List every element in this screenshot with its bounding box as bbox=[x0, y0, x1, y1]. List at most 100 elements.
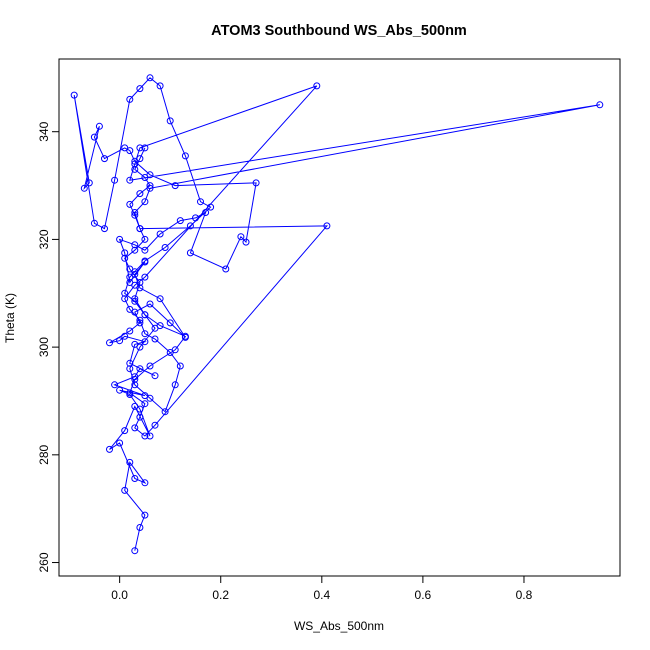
data-point bbox=[156, 230, 164, 238]
data-point bbox=[131, 547, 139, 555]
data-point bbox=[181, 332, 189, 340]
data-point bbox=[131, 381, 139, 389]
data-point bbox=[146, 182, 154, 190]
data-point bbox=[151, 372, 159, 380]
data-point bbox=[171, 182, 179, 190]
data-point bbox=[596, 101, 604, 109]
data-point bbox=[131, 297, 139, 305]
data-point bbox=[131, 160, 139, 168]
data-point bbox=[146, 300, 154, 308]
data-point bbox=[141, 235, 149, 243]
data-point bbox=[126, 265, 134, 273]
y-tick-label: 280 bbox=[37, 444, 51, 464]
data-point bbox=[141, 273, 149, 281]
data-point bbox=[126, 359, 134, 367]
data-point bbox=[111, 381, 119, 389]
data-point bbox=[90, 133, 98, 141]
data-point bbox=[126, 95, 134, 103]
data-point bbox=[151, 421, 159, 429]
series-line bbox=[73, 77, 600, 551]
data-point bbox=[131, 211, 139, 219]
data-point bbox=[126, 176, 134, 184]
data-point bbox=[116, 235, 124, 243]
x-axis-label: WS_Abs_500nm bbox=[294, 619, 384, 633]
data-point bbox=[176, 217, 184, 225]
data-point bbox=[136, 279, 144, 286]
y-tick-label: 320 bbox=[37, 229, 51, 249]
data-point bbox=[121, 332, 129, 340]
data-point bbox=[136, 316, 144, 324]
data-point bbox=[70, 91, 78, 99]
x-tick-label: 0.6 bbox=[415, 588, 432, 602]
data-point bbox=[252, 179, 260, 187]
data-point bbox=[313, 82, 321, 90]
data-point bbox=[131, 241, 139, 249]
y-tick-label: 300 bbox=[37, 337, 51, 357]
data-point bbox=[121, 486, 129, 494]
data-point bbox=[121, 427, 129, 435]
data-point bbox=[141, 311, 149, 319]
data-point bbox=[131, 165, 139, 173]
data-point bbox=[126, 305, 134, 313]
data-point bbox=[237, 233, 245, 241]
data-point bbox=[136, 85, 144, 93]
data-point bbox=[207, 203, 215, 211]
data-point bbox=[141, 174, 149, 181]
data-point bbox=[136, 319, 144, 327]
data-point bbox=[242, 238, 250, 246]
data-point bbox=[126, 200, 134, 208]
data-point bbox=[146, 362, 154, 370]
data-point bbox=[121, 295, 129, 303]
data-point bbox=[186, 222, 194, 230]
data-point bbox=[131, 209, 139, 216]
data-point bbox=[186, 249, 194, 257]
data-point bbox=[141, 198, 149, 206]
data-point bbox=[131, 246, 139, 254]
data-point bbox=[136, 190, 144, 198]
data-point bbox=[126, 389, 134, 397]
data-point bbox=[181, 152, 189, 160]
data-point bbox=[121, 254, 129, 262]
data-point bbox=[161, 408, 169, 416]
data-point bbox=[121, 144, 129, 152]
chart-title: ATOM3 Southbound WS_Abs_500nm bbox=[211, 23, 467, 39]
data-point bbox=[136, 155, 144, 163]
data-point bbox=[85, 179, 93, 187]
data-point bbox=[136, 524, 144, 531]
x-axis: 0.0 0.2 0.4 0.6 0.8 bbox=[111, 575, 533, 602]
data-point bbox=[141, 338, 149, 346]
data-point bbox=[156, 82, 164, 90]
data-point bbox=[151, 335, 159, 343]
y-axis: 260 280 300 320 340 bbox=[37, 121, 60, 573]
data-point bbox=[146, 74, 154, 82]
data-point bbox=[202, 209, 210, 216]
data-point bbox=[106, 339, 113, 347]
x-tick-label: 0.4 bbox=[313, 588, 330, 602]
data-point bbox=[101, 225, 108, 233]
data-point bbox=[156, 295, 164, 303]
data-point bbox=[176, 362, 184, 370]
data-point bbox=[131, 475, 139, 482]
data-point bbox=[126, 365, 134, 373]
data-point bbox=[146, 432, 154, 440]
data-point bbox=[161, 244, 169, 251]
data-point bbox=[116, 337, 124, 345]
data-point bbox=[141, 330, 149, 338]
y-tick-label: 260 bbox=[37, 552, 51, 572]
data-point bbox=[131, 295, 139, 303]
data-point bbox=[131, 373, 139, 381]
data-point bbox=[136, 413, 144, 421]
data-point bbox=[126, 458, 134, 466]
data-point bbox=[116, 386, 124, 394]
data-point bbox=[121, 249, 129, 257]
data-point bbox=[146, 394, 154, 402]
data-point bbox=[192, 214, 199, 222]
data-point bbox=[323, 222, 331, 230]
x-tick-label: 0.2 bbox=[212, 588, 229, 602]
data-point bbox=[166, 319, 174, 327]
data-point bbox=[197, 198, 204, 206]
data-point bbox=[126, 327, 134, 335]
data-point bbox=[156, 322, 164, 330]
data-point bbox=[146, 184, 154, 192]
